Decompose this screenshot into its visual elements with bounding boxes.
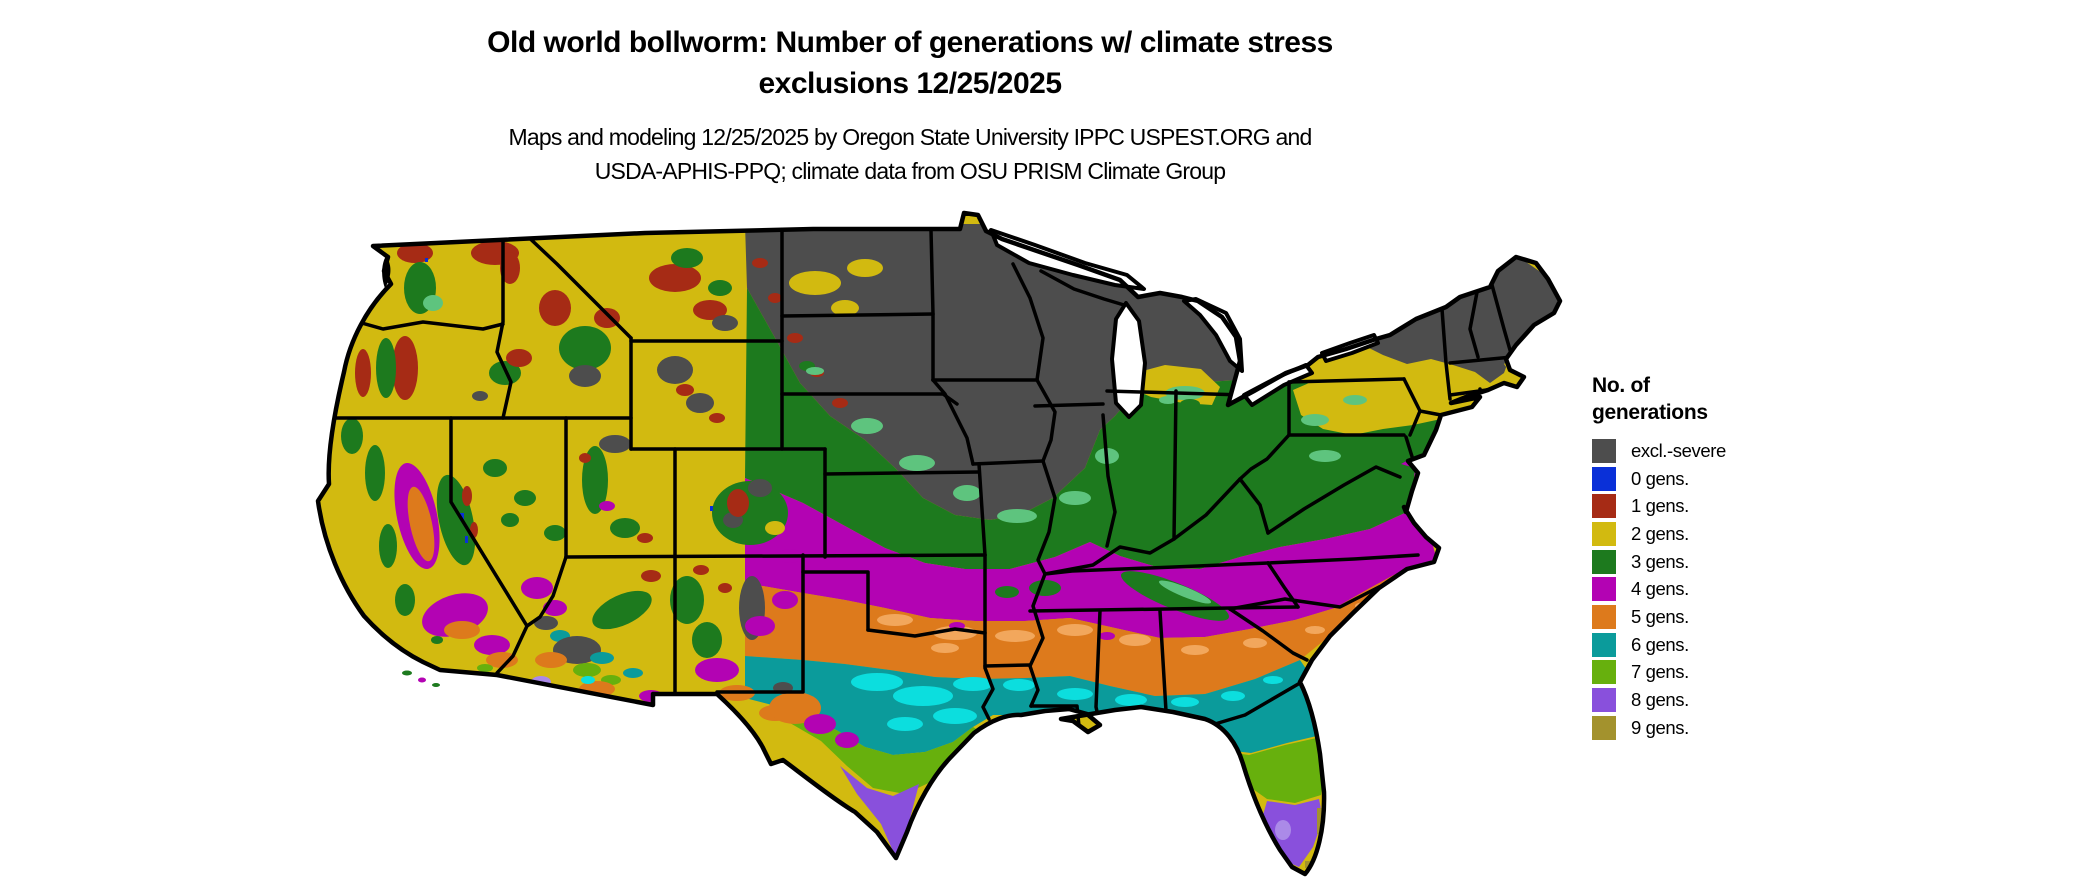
title-line-2: exclusions 12/25/2025 [758,67,1062,100]
band-4-gens [745,458,1436,638]
legend-item: 1 gens. [1592,492,1892,520]
legend-label: excl.-severe [1631,439,1726,461]
legend-title-line-1: No. of [1592,374,1650,397]
header: Old world bollworm: Number of generation… [255,22,1565,188]
legend-item: 3 gens. [1592,548,1892,576]
lake-huron [1182,297,1244,373]
legend-label: 0 gens. [1631,467,1689,489]
subtitle-line-1: Maps and modeling 12/25/2025 by Oregon S… [508,124,1313,150]
legend-label: 4 gens. [1631,578,1689,600]
band-accents [851,380,1375,731]
legend-label: 2 gens. [1631,522,1689,544]
legend-item: 8 gens. [1592,686,1892,714]
legend-swatch-purple [1592,688,1616,713]
legend-swatch-gray [1592,438,1616,463]
band-9-gens [1317,808,1324,834]
legend-label: 9 gens. [1631,716,1689,738]
lake-michigan [1110,301,1147,419]
band-3-gens [745,288,1441,569]
legend-items: excl.-severe 0 gens. 1 gens. 2 gens. 3 gens.… [1592,437,1892,742]
legend: No. of generations excl.-severe 0 gens. 1 … [1592,372,1892,742]
west-mottle [337,241,883,748]
legend-label: 3 gens. [1631,550,1689,572]
legend-swatch-lime [1592,660,1616,685]
legend-label: 5 gens. [1631,605,1689,627]
title-line-1: Old world bollworm: Number of generation… [487,26,1333,59]
us-outline [315,210,1563,877]
puget-sound [382,256,391,288]
legend-item: 4 gens. [1592,575,1892,603]
legend-swatch-orange [1592,604,1616,629]
legend-label: 7 gens. [1631,661,1689,683]
legend-swatch-yellow [1592,521,1616,546]
legend-swatch-red [1592,494,1616,519]
channel-islands [402,670,440,687]
legend-title: No. of generations [1592,372,1892,426]
page-title: Old world bollworm: Number of generation… [255,22,1565,104]
us-map-svg [315,210,1563,877]
state-borders [323,228,1514,729]
legend-item: 0 gens. [1592,465,1892,493]
legend-swatch-green [1592,549,1616,574]
accent [1275,820,1291,840]
raster-bands [318,213,1560,874]
subtitle-line-2: USDA-APHIS-PPQ; climate data from OSU PR… [594,158,1226,184]
legend-swatch-teal [1592,632,1616,657]
legend-item: 2 gens. [1592,520,1892,548]
legend-item: 9 gens. [1592,714,1892,742]
page-subtitle: Maps and modeling 12/25/2025 by Oregon S… [255,120,1565,188]
legend-title-line-2: generations [1592,401,1708,424]
legend-label: 1 gens. [1631,495,1689,517]
legend-label: 6 gens. [1631,633,1689,655]
legend-item: 6 gens. [1592,631,1892,659]
legend-swatch-olive [1592,715,1616,740]
band-8-gens-texas [840,766,919,858]
legend-item: excl.-severe [1592,437,1892,465]
legend-label: 8 gens. [1631,689,1689,711]
legend-swatch-magenta [1592,577,1616,602]
band-8-gens-florida [1263,799,1323,867]
legend-item: 7 gens. [1592,659,1892,687]
legend-swatch-blue [1592,466,1616,491]
legend-item: 5 gens. [1592,603,1892,631]
us-generations-map [255,168,1565,892]
